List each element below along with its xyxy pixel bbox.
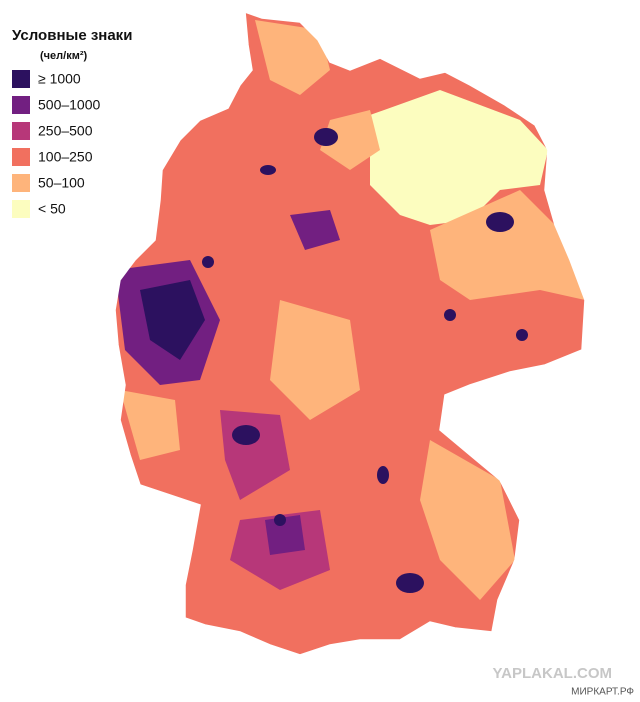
city-stuttgart	[274, 514, 286, 526]
legend-label: 100–250	[38, 149, 93, 165]
legend-label: < 50	[38, 201, 66, 217]
region-mid	[270, 300, 360, 420]
legend-swatch	[12, 148, 30, 166]
city-dresden	[516, 329, 528, 341]
legend-label: ≥ 1000	[38, 71, 81, 87]
legend-label: 50–100	[38, 175, 85, 191]
legend-swatch	[12, 70, 30, 88]
legend-title: Условные знаки	[12, 27, 132, 44]
city-leipzig	[444, 309, 456, 321]
region-dense	[265, 515, 305, 555]
legend-label: 250–500	[38, 123, 93, 139]
region-very-dense	[140, 280, 205, 360]
city-berlin	[486, 212, 514, 232]
region-mid	[420, 440, 515, 600]
legend-swatch	[12, 122, 30, 140]
watermark: МИРКАРТ.РФ	[571, 687, 634, 698]
city-muenster	[202, 256, 214, 268]
legend: ≥ 1000 500–1000 250–500 100–250 50–100 < 50	[12, 70, 101, 218]
legend-label: 500–1000	[38, 97, 101, 113]
city-munich	[396, 573, 424, 593]
legend-swatch	[12, 200, 30, 218]
region-mid	[255, 20, 330, 95]
region-mid	[430, 190, 585, 300]
city-bremen	[260, 165, 276, 175]
watermark: YAPLAKAL.COM	[493, 665, 612, 682]
region-low	[370, 90, 548, 225]
legend-swatch	[12, 96, 30, 114]
legend-subtitle: (чел/км²)	[40, 50, 88, 62]
city-nuremberg	[377, 466, 389, 484]
city-hamburg	[314, 128, 338, 146]
region-mid	[320, 110, 380, 170]
city-frankfurt	[232, 425, 260, 445]
region-dense	[290, 210, 340, 250]
legend-swatch	[12, 174, 30, 192]
region-mid	[120, 390, 180, 460]
